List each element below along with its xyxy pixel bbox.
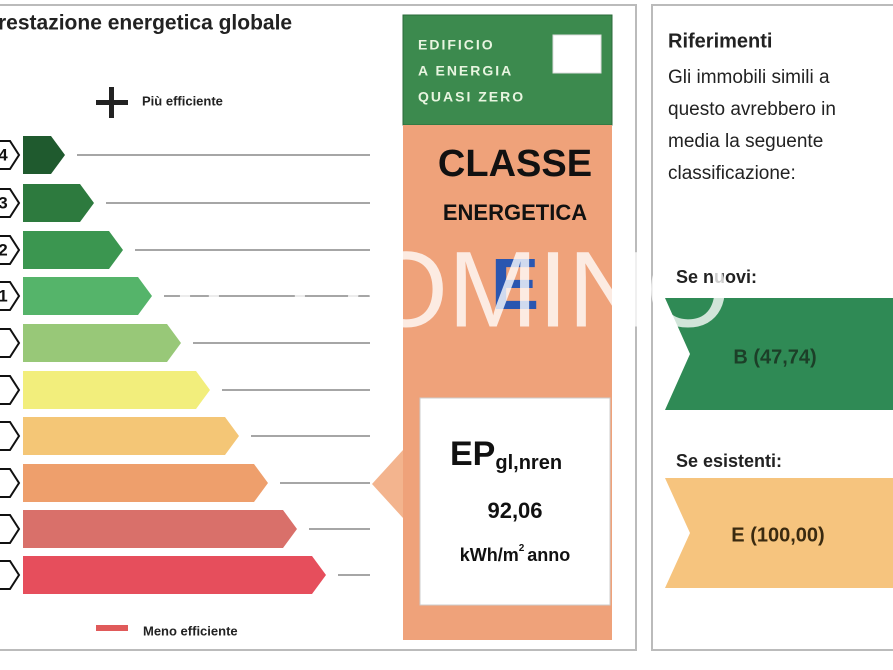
class-badge [0, 140, 21, 170]
class-title: CLASSE [438, 143, 592, 185]
minus-icon [96, 625, 128, 631]
ref-text: questo avrebbero in [668, 99, 836, 120]
class-bar [23, 556, 326, 594]
ep-symbol: EPgl,nren [450, 435, 562, 474]
ref-title: Riferimenti [668, 30, 772, 52]
watermark: IL DOMINO [170, 229, 730, 350]
class-value: E [491, 245, 539, 325]
class-bar [23, 510, 297, 548]
class-label: 2 [0, 240, 8, 259]
ep-symbol-text: EP [450, 435, 495, 473]
class-label: 1 [0, 286, 8, 305]
plus-icon [96, 87, 128, 118]
right-panel [651, 4, 893, 651]
ref-text: media la seguente [668, 131, 823, 152]
existing-arrow [665, 478, 893, 588]
class-bar [23, 464, 268, 502]
class-badge [0, 514, 21, 544]
ep-subscript: gl,nren [495, 452, 562, 474]
class-bar [23, 371, 210, 409]
nzeb-text: A ENERGIA [418, 63, 513, 79]
top-label: Più efficiente [142, 93, 223, 108]
class-badge [0, 188, 21, 218]
class-label: 3 [0, 193, 8, 212]
class-bar [23, 184, 94, 222]
class-bar [23, 231, 123, 269]
class-bar [23, 324, 181, 362]
new-arrow [665, 298, 893, 410]
class-badge [0, 235, 21, 265]
new-label: Se nuovi: [676, 267, 757, 287]
existing-value: E (100,00) [731, 524, 824, 546]
class-badge [0, 328, 21, 358]
unit-suffix: anno [527, 545, 570, 565]
class-badge [0, 560, 21, 590]
unit-exp: 2 [519, 543, 525, 554]
class-badge [0, 468, 21, 498]
class-bar [23, 417, 239, 455]
class-badge [0, 375, 21, 405]
pointer-arrow [372, 450, 403, 518]
panel-title: restazione energetica globale [0, 12, 292, 35]
ep-unit: kWh/m2 anno [460, 543, 571, 565]
nzeb-checkbox [552, 34, 602, 74]
class-subtitle: ENERGETICA [443, 200, 587, 225]
class-label: 4 [0, 145, 8, 164]
ep-box [419, 397, 611, 606]
class-badge [0, 421, 21, 451]
bottom-label: Meno efficiente [143, 623, 238, 638]
existing-label: Se esistenti: [676, 451, 782, 471]
nzeb-text: EDIFICIO [418, 37, 495, 53]
class-bar [23, 277, 152, 315]
class-scale: 4 3 2 1 [0, 136, 370, 594]
unit: kWh/m [460, 545, 519, 565]
ref-text: Gli immobili simili a [668, 67, 830, 88]
class-badge [0, 281, 21, 311]
nzeb-text: QUASI ZERO [418, 89, 525, 105]
ep-value: 92,06 [487, 498, 542, 523]
left-panel [0, 4, 637, 651]
class-bar [23, 136, 65, 174]
new-value: B (47,74) [733, 346, 816, 368]
ref-text: classificazione: [668, 163, 796, 184]
